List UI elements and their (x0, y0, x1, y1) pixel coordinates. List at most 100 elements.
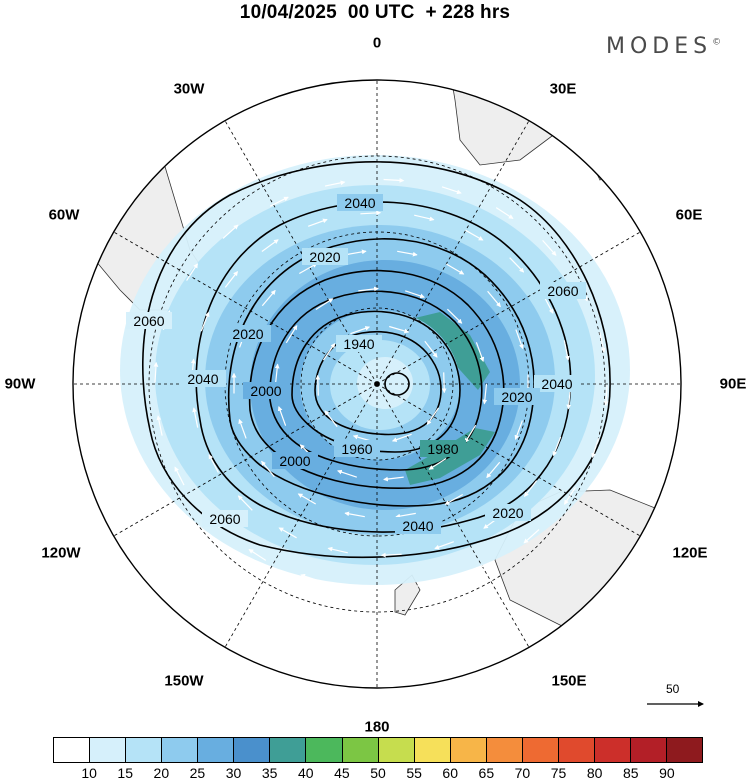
wind-arrow (269, 196, 289, 207)
wind-arrow (509, 257, 525, 273)
colorbar-segment (234, 738, 271, 762)
meridian-line (224, 383, 378, 648)
contour-label-2000-left: 2000 (243, 382, 289, 399)
meridian-line (376, 383, 530, 648)
wind-arrow (261, 239, 279, 252)
colorbar-segment (414, 738, 451, 762)
contour-label: 2020 (232, 326, 263, 342)
copyright-mark: © (712, 37, 722, 48)
colorbar-segment (198, 738, 235, 762)
wind-arrow (307, 218, 328, 227)
wind-arrow (441, 372, 447, 394)
wind-arrow (248, 548, 267, 561)
contour-label-2060-left: 2060 (126, 312, 172, 329)
wind-arrow (315, 298, 334, 311)
colorbar-tick-label: 35 (261, 765, 278, 781)
wind-arrow (486, 461, 501, 479)
colorbar-tick-label: 40 (297, 765, 314, 781)
wind-arrow (405, 290, 425, 299)
colorbar-tick-label: 70 (514, 765, 531, 781)
colorbar-tick-label: 60 (442, 765, 459, 781)
wind-arrow (391, 433, 412, 442)
wind-arrow (261, 460, 275, 478)
contour-label-1960: 1960 (334, 440, 380, 457)
contour-labels: 2040 2020 2060 2060 2020 1940 2040 2000 … (126, 194, 586, 534)
wind-arrow (428, 457, 447, 470)
contour-2020 (227, 238, 535, 507)
contour-label: 2000 (250, 383, 281, 399)
colorbar-segment (54, 738, 91, 762)
contour-label-2060-bottom: 2060 (202, 510, 248, 527)
contour-2040 (195, 201, 572, 533)
wind-arrow (514, 420, 523, 441)
wind-arrow (324, 410, 338, 428)
wind-arrow (315, 374, 321, 396)
contour-label: 2040 (344, 195, 375, 211)
wind-arrow (414, 214, 435, 222)
wind-arrow (192, 407, 199, 428)
colorbar-tick-label: 30 (225, 765, 242, 781)
wind-arrow (186, 263, 199, 281)
contour-2060 (141, 161, 611, 559)
colorbar (53, 737, 703, 763)
brand-logo: MODES© (606, 34, 721, 59)
contour-label: 2020 (501, 389, 532, 405)
wind-arrow (441, 186, 462, 195)
meridian-line (376, 231, 641, 385)
colorbar-tick-label: 90 (659, 765, 675, 781)
contour-1960 (291, 310, 461, 453)
wind-arrow (552, 436, 562, 457)
wind-arrow (344, 511, 365, 518)
contour-label-2060-right: 2060 (540, 282, 586, 299)
colorbar-segment (342, 738, 379, 762)
contour-low-center (384, 372, 410, 396)
meridian-line (113, 383, 378, 537)
contour-label: 1960 (341, 441, 372, 457)
wind-arrow (360, 210, 382, 216)
reference-vector-label: 50 (666, 682, 680, 696)
wind-arrow (473, 561, 493, 572)
wind-arrow (389, 325, 410, 334)
wind-arrow (153, 361, 159, 383)
wind-arrow (358, 286, 379, 292)
contour-label: 2060 (133, 313, 164, 329)
colorbar-segment (631, 738, 668, 762)
wind-arrow (156, 415, 163, 436)
contour-label-1980: 1980 (420, 440, 466, 457)
contour-label: 2040 (402, 518, 433, 534)
wind-arrow (482, 383, 488, 405)
contour-label: 2060 (547, 283, 578, 299)
wind-arrow (224, 270, 238, 288)
contour-label-2000-bottom: 2000 (272, 452, 318, 469)
wind-arrow (464, 424, 477, 443)
colorbar-segment (522, 738, 559, 762)
wind-arrow (426, 407, 440, 426)
pole-marker (374, 381, 380, 387)
colorbar-tick-label: 15 (117, 765, 134, 781)
longitude-label-120w: 120W (41, 544, 81, 562)
wind-arrow (380, 552, 402, 558)
colorbar-tick-label: 55 (406, 765, 422, 781)
wind-arrow (383, 476, 404, 482)
wind-arrow (222, 224, 239, 239)
longitude-label-90w: 90W (4, 375, 36, 393)
wind-arrow (174, 466, 185, 486)
contour-label: 2020 (492, 505, 523, 521)
colorbar-segment (90, 738, 127, 762)
wind-arrow (487, 290, 501, 308)
wind-arrow (465, 229, 484, 241)
longitude-label-60e: 60E (675, 206, 703, 224)
land-africa (449, 80, 621, 166)
wind-arrow (238, 418, 247, 439)
wind-arrow (444, 493, 463, 505)
meridian-line (376, 383, 641, 537)
colorbar-segment (378, 738, 415, 762)
contour-label-1940: 1940 (336, 335, 382, 352)
wind-arrow (208, 454, 219, 473)
wind-arrow (542, 240, 557, 256)
contour-label: 2040 (187, 371, 218, 387)
contour-label: 1940 (343, 336, 374, 352)
wind-arrow (416, 581, 438, 588)
meridian-lines (73, 80, 681, 688)
